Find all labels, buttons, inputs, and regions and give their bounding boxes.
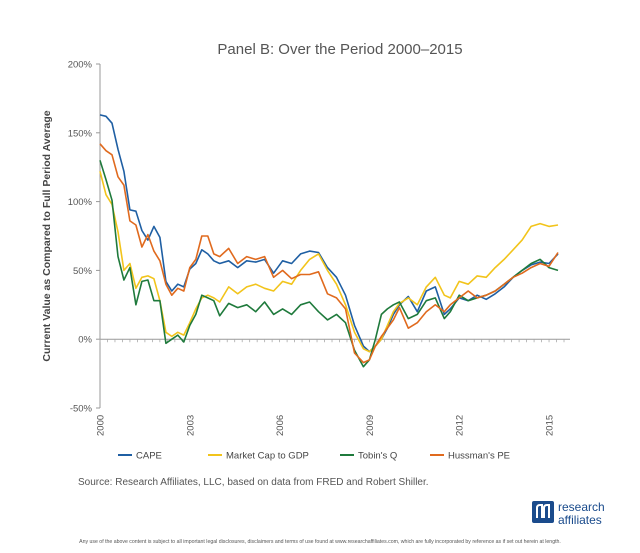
legend-label: Tobin's Q — [358, 451, 397, 462]
legend: CAPE Market Cap to GDP Tobin's Q Hussman's … — [118, 451, 510, 462]
y-tick-label: -50% — [70, 404, 93, 415]
legend-label: Market Cap to GDP — [226, 451, 309, 462]
x-tick-label: 2006 — [275, 415, 286, 436]
source-note: Source: Research Affiliates, LLC, based … — [78, 477, 429, 488]
y-tick-label: 0% — [78, 335, 92, 346]
series-line-tobin-s-q — [99, 160, 559, 368]
y-tick-label: 100% — [68, 197, 93, 208]
y-tick-label: 200% — [68, 60, 93, 71]
x-tick-label: 2000 — [96, 415, 107, 436]
x-tick-label: 2012 — [455, 415, 466, 436]
series-line-cape — [99, 114, 559, 353]
legend-label: CAPE — [136, 451, 162, 462]
legend-label: Hussman's PE — [448, 451, 510, 462]
y-tick-label: 150% — [68, 128, 93, 139]
y-axis-label: Current Value as Compared to Full Period… — [41, 110, 53, 361]
research-affiliates-logo: research affiliates — [532, 500, 605, 527]
logo-text-line-1: research — [558, 500, 605, 514]
series-lines — [99, 114, 559, 368]
x-tick-label: 2003 — [185, 415, 196, 436]
logo-text-line-2: affiliates — [558, 513, 602, 527]
chart-title: Panel B: Over the Period 2000–2015 — [217, 41, 462, 58]
disclaimer: Any use of the above content is subject … — [79, 539, 561, 545]
series-line-market-cap-to-gdp — [99, 171, 559, 353]
axes: -50% 0% 50% 100% 150% 200% 2000 2003 2006 2009 201… — [68, 60, 570, 436]
x-tick-label: 2009 — [365, 415, 376, 436]
x-tick-label: 2015 — [545, 415, 556, 436]
series-line-hussman-s-pe — [99, 143, 559, 364]
y-tick-label: 50% — [73, 266, 93, 277]
